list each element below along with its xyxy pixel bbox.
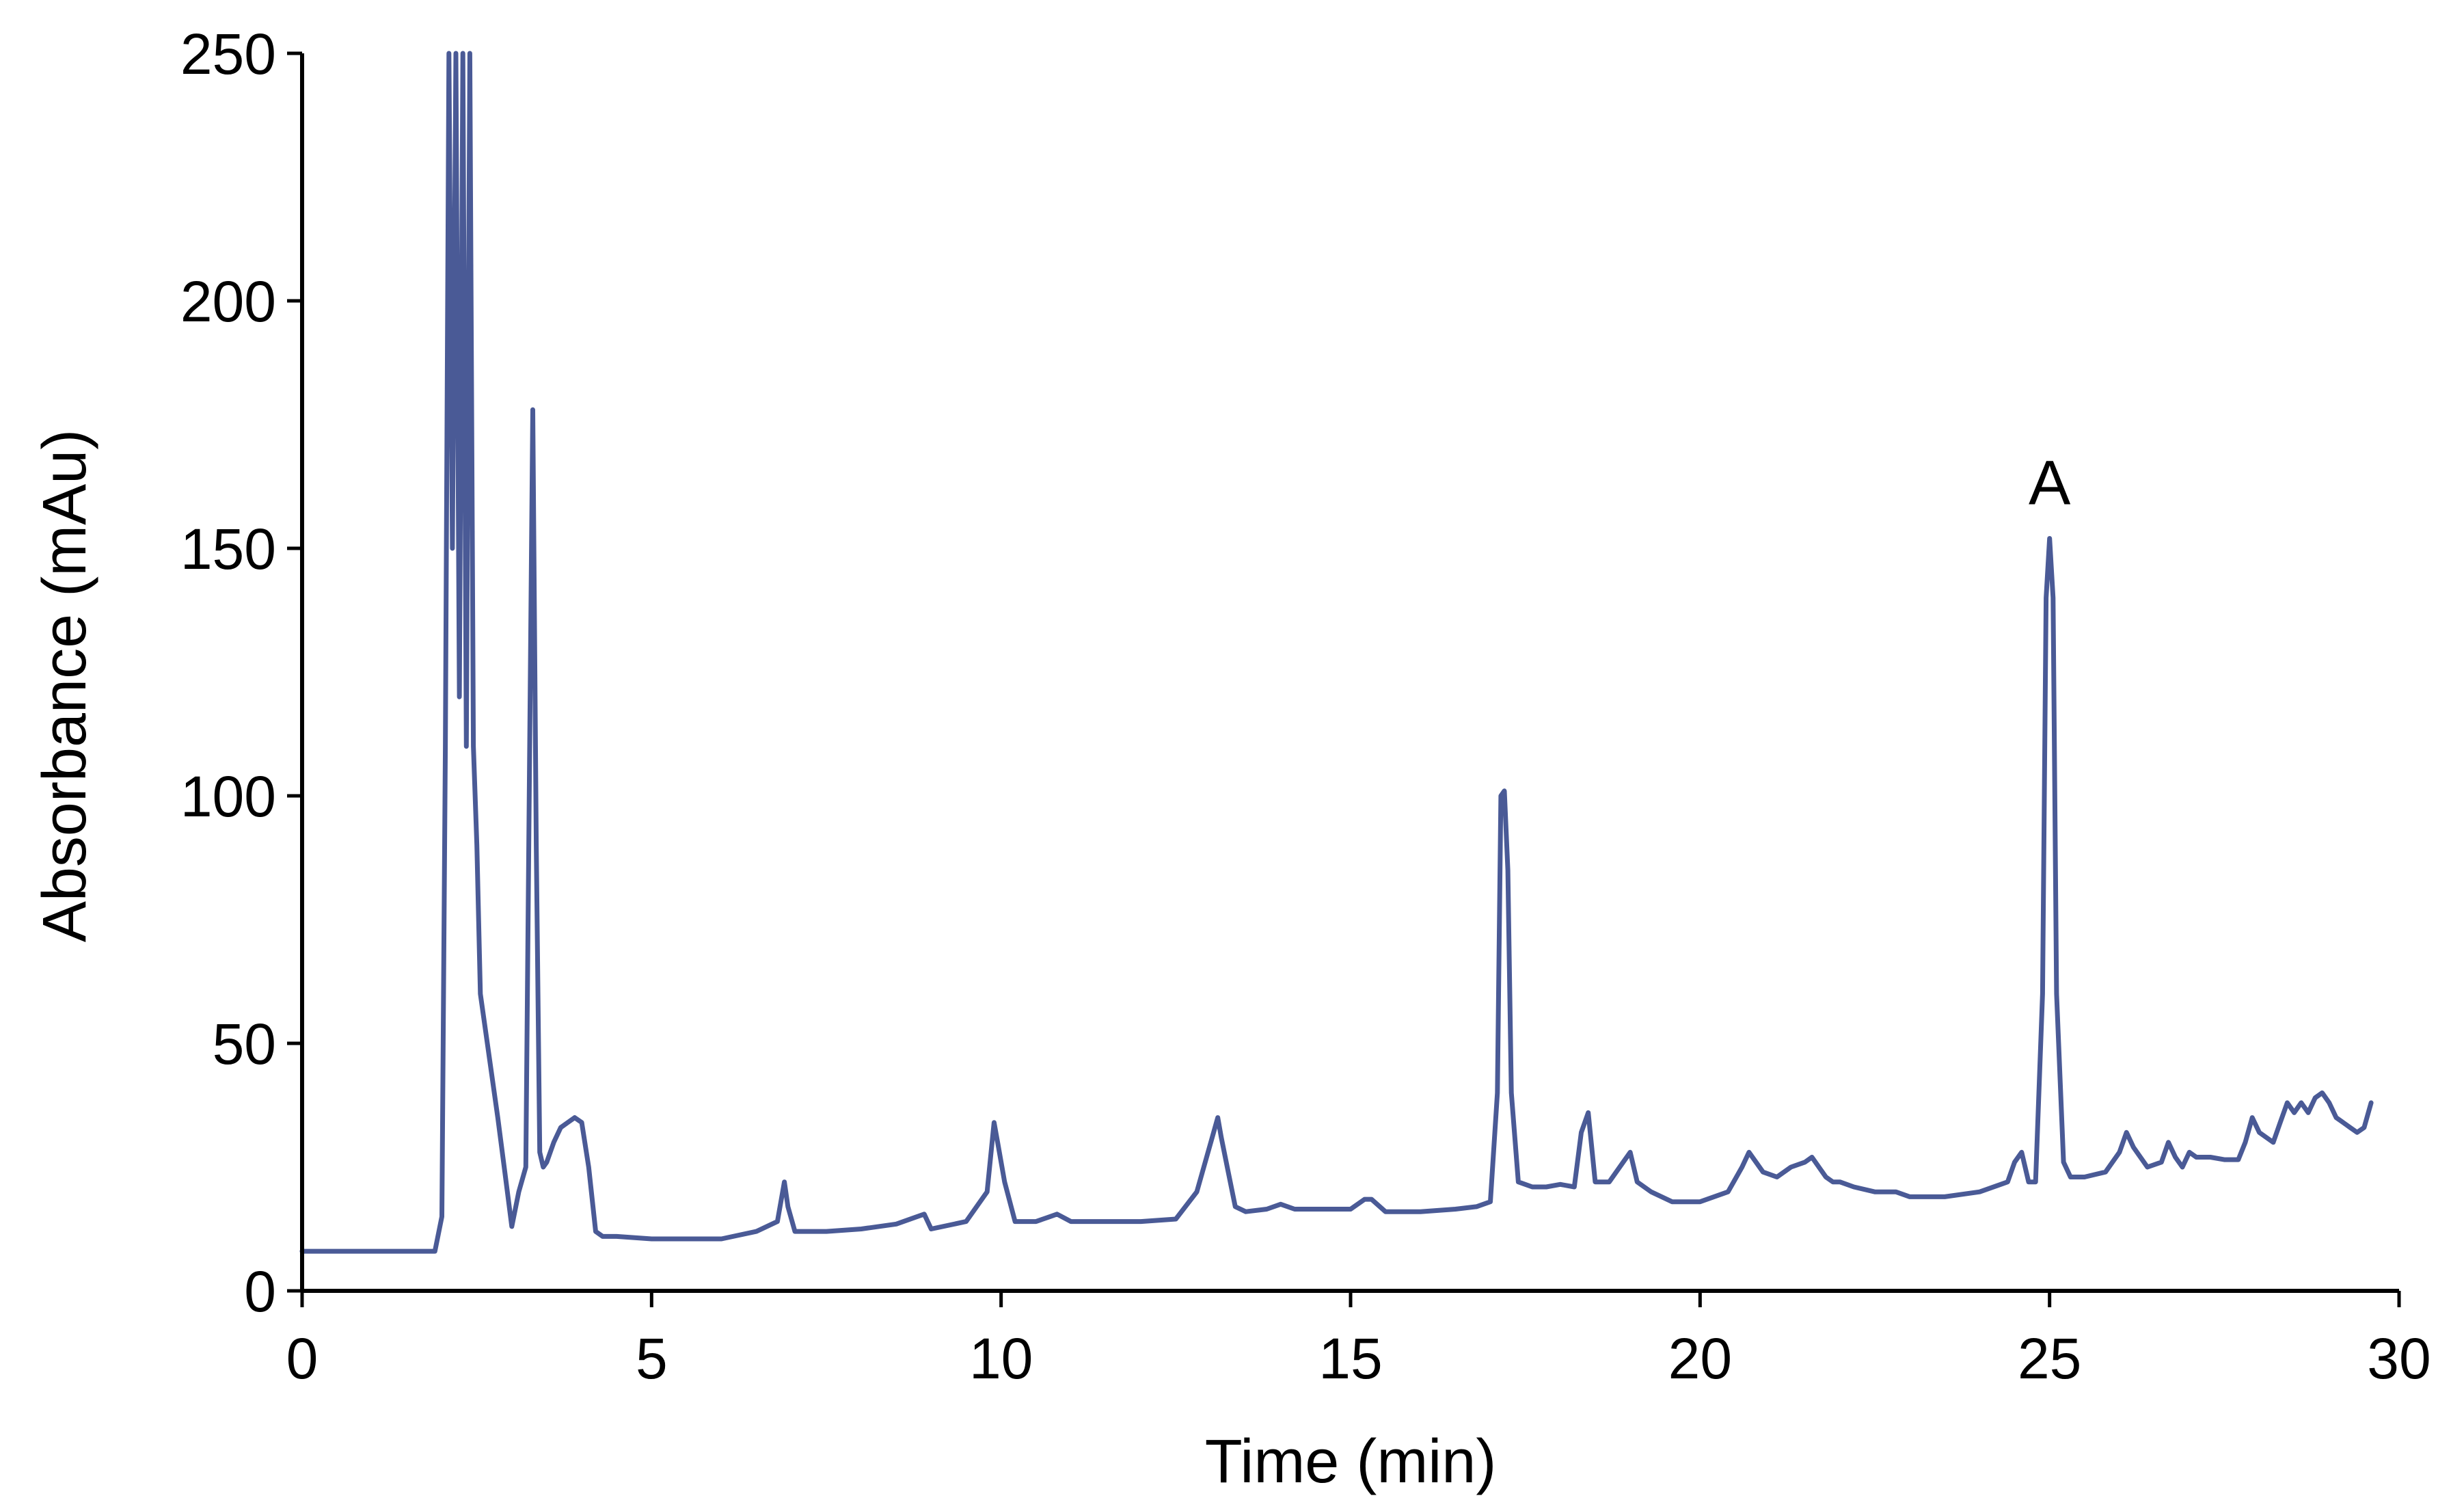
y-axis-title: Absorbance (mAu) <box>31 429 99 942</box>
annotations: A <box>2029 449 2071 518</box>
chromatogram-trace <box>299 51 2374 1254</box>
y-tick-label: 200 <box>180 269 276 334</box>
y-axis: 0 50 100 150 200 250 <box>180 22 304 1324</box>
y-tick-label: 100 <box>180 764 276 829</box>
x-tick-label: 30 <box>2367 1326 2431 1391</box>
y-tick-label: 150 <box>180 517 276 581</box>
peak-annotation: A <box>2029 449 2071 518</box>
x-axis-title: Time (min) <box>1205 1428 1497 1496</box>
x-tick-label: 25 <box>2018 1326 2081 1391</box>
x-tick-label: 0 <box>286 1326 319 1391</box>
x-tick-label: 15 <box>1318 1326 1382 1391</box>
y-tick-label: 50 <box>213 1012 276 1076</box>
x-axis: 0 5 10 15 20 25 30 <box>286 1289 2431 1391</box>
plot-area <box>299 51 2374 1254</box>
y-tick-label: 250 <box>180 22 276 86</box>
y-tick-label: 0 <box>244 1259 276 1324</box>
x-tick-label: 10 <box>969 1326 1033 1391</box>
x-tick-label: 5 <box>636 1326 668 1391</box>
x-tick-label: 20 <box>1668 1326 1732 1391</box>
